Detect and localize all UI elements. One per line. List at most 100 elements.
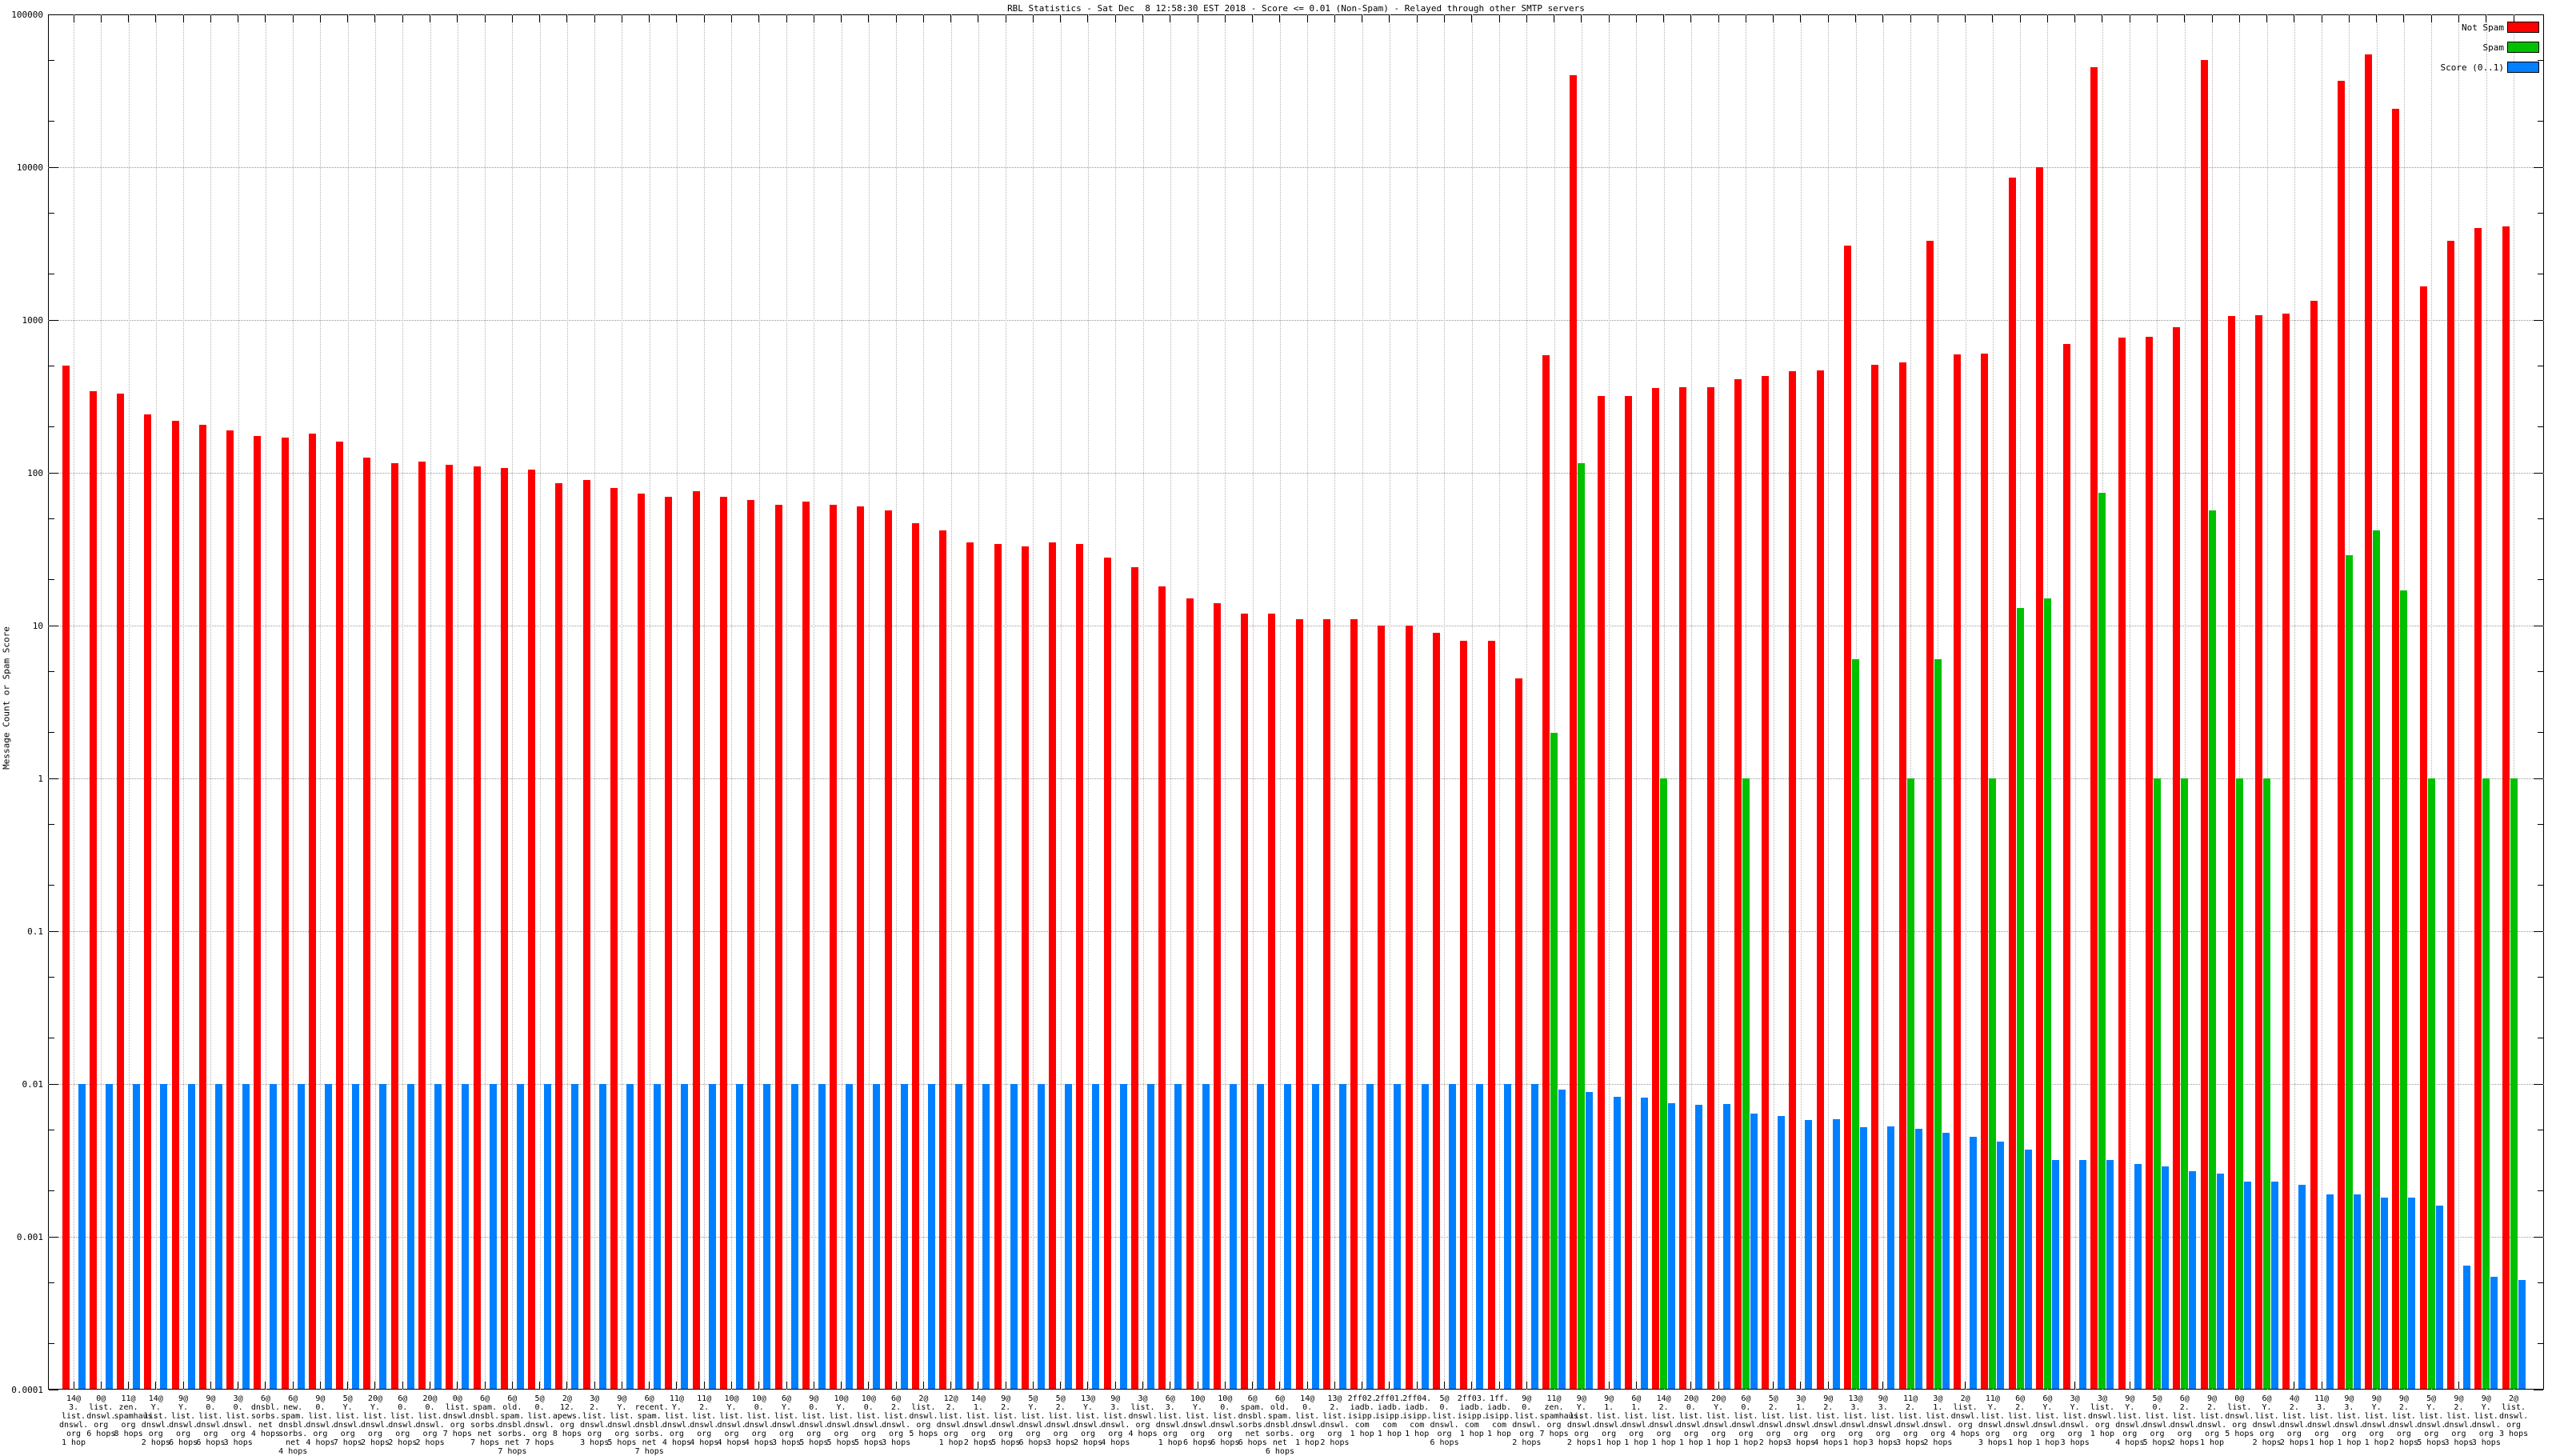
plot-frame bbox=[48, 14, 2544, 1390]
bar-not-spam bbox=[1021, 546, 1029, 1389]
x-axis-label: 11@ 3. list. dnswl. org 1 hop bbox=[2307, 1394, 2337, 1447]
bar-score bbox=[654, 1084, 662, 1389]
x-gridline bbox=[1828, 14, 1830, 1390]
bar-score bbox=[900, 1084, 908, 1389]
x-tick-top bbox=[649, 15, 650, 22]
bar-spam bbox=[1989, 778, 1997, 1389]
x-axis-label: 6@ new. spam. dnsbl. sorbs. net 4 hops bbox=[278, 1394, 308, 1456]
x-axis-label: 10@ Y. list. dnswl. org 6 hops bbox=[1183, 1394, 1213, 1447]
y-minor-tick-right bbox=[2538, 1190, 2543, 1191]
x-tick-bottom bbox=[1306, 1382, 1308, 1389]
x-gridline bbox=[320, 14, 322, 1390]
bar-not-spam bbox=[1542, 354, 1550, 1389]
bar-score bbox=[2490, 1276, 2498, 1389]
x-axis-label: 11@ Y. list. dnswl. org 4 hops bbox=[662, 1394, 692, 1447]
bar-not-spam bbox=[1158, 586, 1166, 1389]
bar-score bbox=[406, 1084, 414, 1389]
bar-not-spam bbox=[390, 463, 398, 1389]
y-minor-tick-left bbox=[49, 1282, 54, 1283]
x-axis-label: 9@ 2. list. dnswl. org 1 hop bbox=[2198, 1394, 2227, 1447]
x-axis-label: 10@ Y. list. dnswl. org 4 hops bbox=[717, 1394, 746, 1447]
x-tick-top bbox=[895, 15, 897, 22]
x-gridline bbox=[347, 14, 349, 1390]
x-tick-bottom bbox=[265, 1382, 266, 1389]
bar-score bbox=[187, 1084, 195, 1389]
y-tick-label: 0.01 bbox=[22, 1079, 44, 1090]
y-tick-label: 100 bbox=[27, 468, 43, 478]
y-minor-tick-right bbox=[2538, 121, 2543, 122]
x-tick-top bbox=[182, 15, 184, 22]
bar-not-spam bbox=[830, 504, 838, 1389]
y-minor-tick-left bbox=[49, 426, 54, 427]
bar-score bbox=[2079, 1159, 2087, 1389]
x-tick-bottom bbox=[950, 1382, 952, 1389]
bar-spam bbox=[2482, 778, 2490, 1389]
bar-spam bbox=[2153, 778, 2161, 1389]
x-tick-bottom bbox=[1471, 1382, 1473, 1389]
bar-not-spam bbox=[500, 467, 508, 1389]
x-tick-bottom bbox=[1827, 1382, 1829, 1389]
bar-score bbox=[2243, 1181, 2251, 1389]
x-axis-label: 5@ Y. list. dnswl. org 6 hops bbox=[1018, 1394, 1048, 1447]
x-axis-label: 6@ recent. spam. dnsbl. sorbs. net 7 hop… bbox=[634, 1394, 669, 1456]
x-axis-label: 3@ 1. list. dnswl. org 3 hops bbox=[1786, 1394, 1816, 1447]
bar-spam bbox=[2043, 598, 2051, 1389]
legend-label-score: Score (0..1) bbox=[2440, 62, 2504, 73]
bar-not-spam bbox=[1432, 632, 1440, 1389]
x-axis-label: 11@ Y. list. dnswl. org 3 hops bbox=[1978, 1394, 2007, 1447]
bar-score bbox=[242, 1084, 250, 1389]
bar-not-spam bbox=[1871, 364, 1879, 1389]
x-tick-bottom bbox=[1882, 1382, 1884, 1389]
x-gridline bbox=[1115, 14, 1117, 1390]
x-axis-label: 2@ 12. apews. org 8 hops bbox=[552, 1394, 582, 1438]
bar-not-spam bbox=[1076, 544, 1084, 1389]
x-tick-bottom bbox=[594, 1382, 595, 1389]
x-axis-label: 3@ 2. list. dnswl. org 3 hops bbox=[580, 1394, 610, 1447]
bar-not-spam bbox=[336, 442, 344, 1389]
bar-score bbox=[1311, 1084, 1319, 1389]
x-gridline bbox=[238, 14, 239, 1390]
x-tick-top bbox=[1114, 15, 1116, 22]
bar-score bbox=[955, 1084, 963, 1389]
x-axis-label: 0@ list. dnswl. org 5 hops bbox=[2225, 1394, 2254, 1438]
bar-not-spam bbox=[2035, 167, 2043, 1389]
x-gridline bbox=[1087, 14, 1089, 1390]
x-tick-top bbox=[1498, 15, 1500, 22]
bar-not-spam bbox=[2118, 338, 2126, 1389]
x-gridline bbox=[1060, 14, 1062, 1390]
bar-score bbox=[763, 1084, 771, 1389]
bar-score bbox=[270, 1084, 278, 1389]
bar-spam bbox=[2427, 778, 2435, 1389]
y-minor-tick-left bbox=[49, 212, 54, 214]
bar-score bbox=[1997, 1141, 2005, 1389]
bar-not-spam bbox=[1926, 240, 1934, 1389]
x-tick-top bbox=[319, 15, 321, 22]
y-major-tick-right bbox=[2534, 1236, 2543, 1238]
x-axis-label: 20@ 0. list. dnswl. org 2 hops bbox=[415, 1394, 445, 1447]
x-tick-top bbox=[1718, 15, 1719, 22]
bar-not-spam bbox=[281, 437, 289, 1389]
x-gridline bbox=[1663, 14, 1665, 1390]
x-gridline bbox=[2184, 14, 2186, 1390]
x-axis-label: 5@ 2. list. dnswl. org 3 hops bbox=[1046, 1394, 1075, 1447]
bar-not-spam bbox=[363, 458, 371, 1389]
bar-score bbox=[1613, 1097, 1621, 1389]
bar-not-spam bbox=[774, 504, 782, 1389]
bar-score bbox=[1338, 1084, 1346, 1389]
x-gridline bbox=[183, 14, 185, 1390]
bar-spam bbox=[1660, 778, 1668, 1389]
bar-not-spam bbox=[2145, 337, 2153, 1389]
bar-score bbox=[1065, 1084, 1073, 1389]
x-tick-top bbox=[1389, 15, 1390, 22]
x-axis-label: 9@ 0. list. dnswl. org 6 hops bbox=[196, 1394, 226, 1447]
bar-score bbox=[1394, 1084, 1402, 1389]
bar-not-spam bbox=[1981, 353, 1989, 1389]
x-tick-bottom bbox=[1389, 1382, 1390, 1389]
x-gridline bbox=[2458, 14, 2460, 1390]
bar-not-spam bbox=[1103, 557, 1111, 1389]
x-axis-label: 9@ 3. list. dnswl. org 1 hop bbox=[2334, 1394, 2364, 1447]
bar-score bbox=[105, 1084, 113, 1389]
bar-not-spam bbox=[117, 393, 125, 1389]
x-gridline bbox=[210, 14, 212, 1390]
bar-score bbox=[1722, 1103, 1730, 1389]
